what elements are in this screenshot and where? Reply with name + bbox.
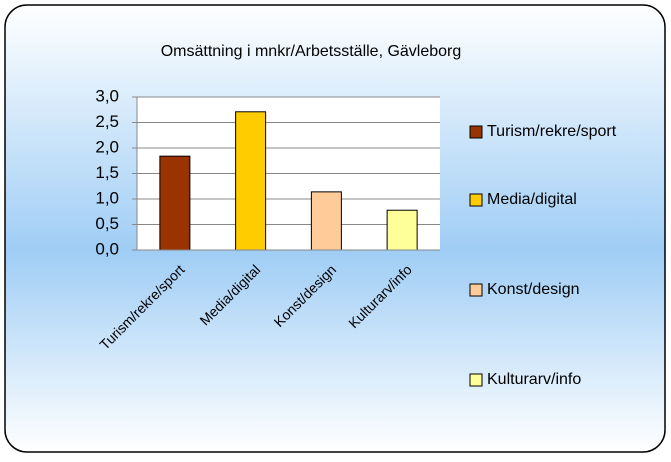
bar <box>386 209 418 251</box>
legend-label: Konst/design <box>487 281 580 298</box>
y-tick-label: 0,5 <box>95 214 119 233</box>
legend-swatch <box>469 373 483 387</box>
y-tick-label: 1,5 <box>95 163 119 182</box>
y-tick-label: 1,0 <box>95 188 119 207</box>
bar <box>159 155 191 251</box>
y-tick-label: 2,5 <box>95 112 119 131</box>
legend-label: Media/digital <box>487 191 577 208</box>
y-tick-label: 0,0 <box>95 239 119 258</box>
legend-label: Turism/rekre/sport <box>487 123 617 140</box>
legend-swatch <box>469 283 483 297</box>
legend-swatch <box>469 193 483 207</box>
y-tick-label: 2,0 <box>95 137 119 156</box>
bar <box>310 191 342 251</box>
bar <box>235 111 267 251</box>
legend-swatch <box>469 125 483 139</box>
y-tick-label: 3,0 <box>95 86 119 105</box>
legend-label: Kulturarv/info <box>487 371 581 388</box>
chart-title: Omsättning i mnkr/Arbetsställe, Gävlebor… <box>161 43 462 60</box>
